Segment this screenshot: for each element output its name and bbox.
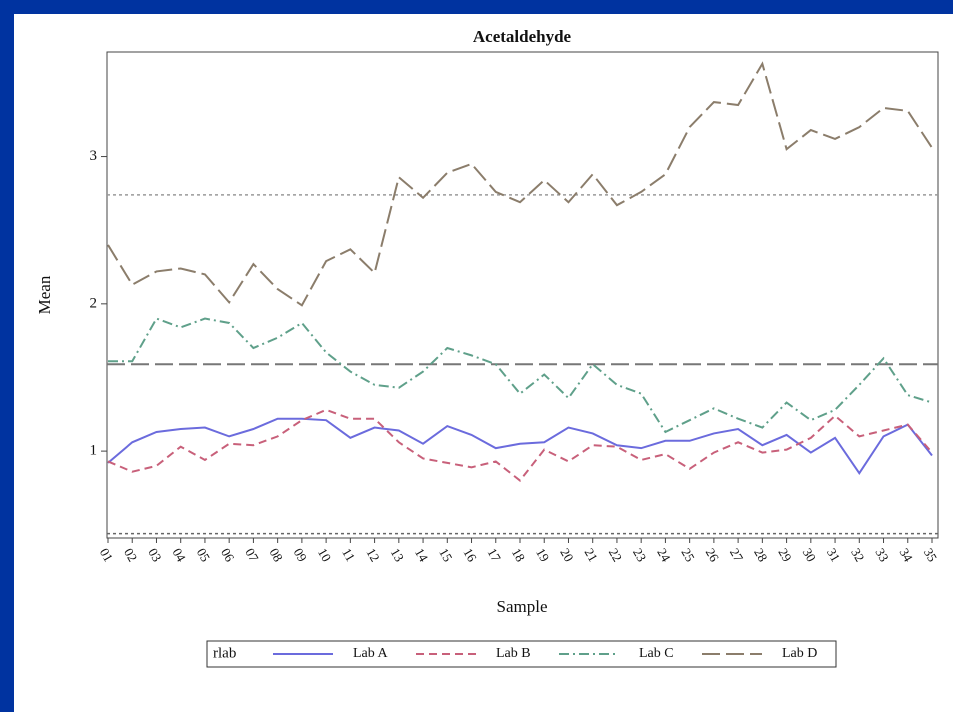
x-tick-label: 29	[775, 545, 794, 564]
x-tick-label: 03	[145, 545, 164, 564]
x-tick-label: 20	[557, 545, 576, 564]
x-tick-label: 28	[751, 545, 770, 564]
plot-frame	[106, 51, 939, 539]
legend-label: Lab A	[353, 646, 388, 661]
legend-box	[206, 640, 837, 668]
series-line	[107, 417, 933, 475]
panel	[14, 14, 953, 712]
chart-title: Acetaldehyde	[473, 27, 572, 46]
legend-title: rlab	[213, 645, 236, 661]
y-axis-label: Mean	[35, 275, 54, 314]
x-tick-label: 02	[121, 545, 140, 564]
x-tick-label: 30	[800, 545, 819, 564]
x-tick-label: 35	[921, 545, 940, 564]
x-tick-label: 18	[509, 545, 528, 564]
x-tick-label: 22	[606, 545, 625, 564]
legend-label: Lab C	[639, 646, 674, 661]
x-tick-label: 19	[533, 545, 552, 564]
x-tick-label: 31	[824, 545, 843, 564]
x-tick-label: 32	[848, 545, 867, 564]
x-axis-label: Sample	[497, 597, 548, 616]
x-tick-label: 21	[582, 545, 601, 564]
legend-label: Lab D	[782, 646, 817, 661]
x-tick-label: 05	[194, 545, 213, 564]
x-tick-label: 09	[291, 545, 310, 564]
x-tick-label: 12	[363, 545, 382, 564]
series-line	[107, 61, 933, 307]
x-tick-label: 33	[872, 545, 891, 564]
x-tick-label: 13	[388, 545, 407, 564]
x-tick-label: 10	[315, 545, 334, 564]
legend-label: Lab B	[496, 646, 531, 661]
x-tick-label: 23	[630, 545, 649, 564]
series-line	[107, 408, 933, 482]
x-tick-label: 15	[436, 545, 455, 564]
x-tick-label: 25	[678, 545, 697, 564]
y-tick-label: 1	[90, 443, 98, 459]
x-tick-label: 01	[97, 545, 116, 564]
y-tick-label: 3	[90, 148, 98, 164]
x-tick-label: 08	[266, 545, 285, 564]
y-tick-label: 2	[90, 295, 98, 311]
